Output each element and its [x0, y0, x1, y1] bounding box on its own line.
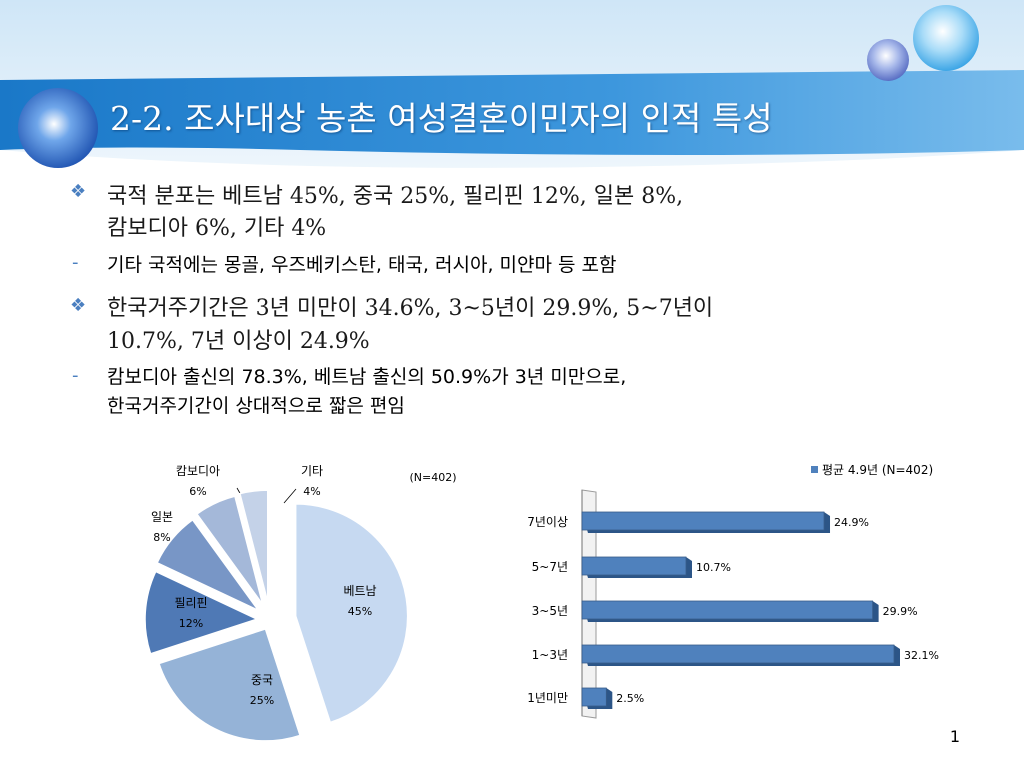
bar-value-label-2: 29.9%: [883, 605, 918, 618]
title-band: [0, 70, 1024, 155]
bullet-2-line-1: 한국거주기간은 3년 미만이 34.6%, 3~5년이 29.9%, 5~7년이: [107, 296, 714, 321]
dash-bullet-icon: -: [72, 252, 79, 273]
bullet-1-line-2: 캄보디아 6%, 기타 4%: [107, 216, 327, 241]
bar-category-label-2: 3~5년: [532, 604, 568, 618]
bar-3: [581, 644, 895, 664]
sub-bullet-2-line-1: 캄보디아 출신의 78.3%, 베트남 출신의 50.9%가 3년 미만으로,: [107, 366, 627, 388]
bar-2: [581, 600, 874, 620]
bar-value-label-3: 32.1%: [904, 649, 939, 662]
pie-slice-1: [157, 627, 302, 742]
bar-0: [581, 511, 825, 531]
decorative-orb-large: [18, 88, 98, 168]
decorative-orb-right: [913, 5, 979, 71]
bar-category-label-0: 7년이상: [527, 515, 568, 529]
pie-label-1: 중국: [251, 673, 273, 687]
sub-bullet-2-line-2: 한국거주기간이 상대적으로 짧은 편임: [107, 395, 405, 417]
pie-slice-0: [294, 503, 409, 724]
bar-category-label-4: 1년미만: [527, 691, 568, 705]
pie-sample-note: (N=402): [409, 471, 456, 484]
pie-label-5: 기타: [301, 464, 323, 478]
residence-bar-chart: 평균 4.9년 (N=402) 7년이상 24.9% 5~7년 10.7% 3~5년 29.…: [527, 463, 939, 719]
pie-leader-line: [283, 488, 297, 504]
slide-header: 2-2. 조사대상 농촌 여성결혼이민자의 인적 특성: [0, 0, 1024, 170]
pie-slice-2: [144, 570, 260, 655]
bar-value-label-0: 24.9%: [834, 516, 869, 529]
bar-legend-swatch: [811, 466, 818, 473]
bar-value-label-4: 2.5%: [616, 692, 644, 705]
pie-slice-4: [195, 495, 264, 606]
bar-category-label-1: 5~7년: [532, 560, 568, 574]
page-number: 1: [949, 727, 960, 746]
bullet-1-line-1: 국적 분포는 베트남 45%, 중국 25%, 필리핀 12%, 일본 8%,: [107, 184, 684, 209]
bar-value-label-1: 10.7%: [696, 561, 731, 574]
pie-value-label-0: 45%: [348, 605, 372, 618]
diamond-bullet-icon: ❖: [70, 181, 87, 202]
pie-slice-3: [156, 518, 260, 612]
pie-label-4: 캄보디아: [176, 464, 220, 478]
pie-label-2: 필리핀: [174, 596, 207, 610]
slide-title: 2-2. 조사대상 농촌 여성결혼이민자의 인적 특성: [110, 99, 773, 138]
pie-slice-5: [238, 489, 269, 603]
sub-bullet-1: 기타 국적에는 몽골, 우즈베키스탄, 태국, 러시아, 미얀마 등 포함: [107, 254, 617, 276]
diamond-bullet-icon: ❖: [70, 295, 87, 316]
pie-value-label-2: 12%: [179, 617, 203, 630]
header-banner: [0, 0, 1024, 170]
dash-bullet-icon: -: [72, 365, 79, 386]
bullet-2-line-2: 10.7%, 7년 이상이 24.9%: [107, 329, 370, 354]
bar-legend-label: 평균 4.9년 (N=402): [822, 463, 933, 477]
bar-4: [581, 687, 607, 707]
decorative-orb-small: [867, 39, 909, 81]
bar-category-label-3: 1~3년: [532, 648, 568, 662]
pie-label-3: 일본: [151, 510, 173, 524]
nationality-pie-chart: 베트남 45% 중국 25% 필리핀 12% 일본 8% 캄보디아 6% 기타 4%: [144, 464, 409, 742]
pie-value-label-3: 8%: [153, 531, 170, 544]
pie-value-label-4: 6%: [189, 485, 206, 498]
bar-1: [581, 556, 687, 576]
pie-value-label-1: 25%: [250, 694, 274, 707]
pie-value-label-5: 4%: [303, 485, 320, 498]
band-bottom-curve: [0, 150, 1024, 170]
pie-label-0: 베트남: [343, 584, 376, 598]
